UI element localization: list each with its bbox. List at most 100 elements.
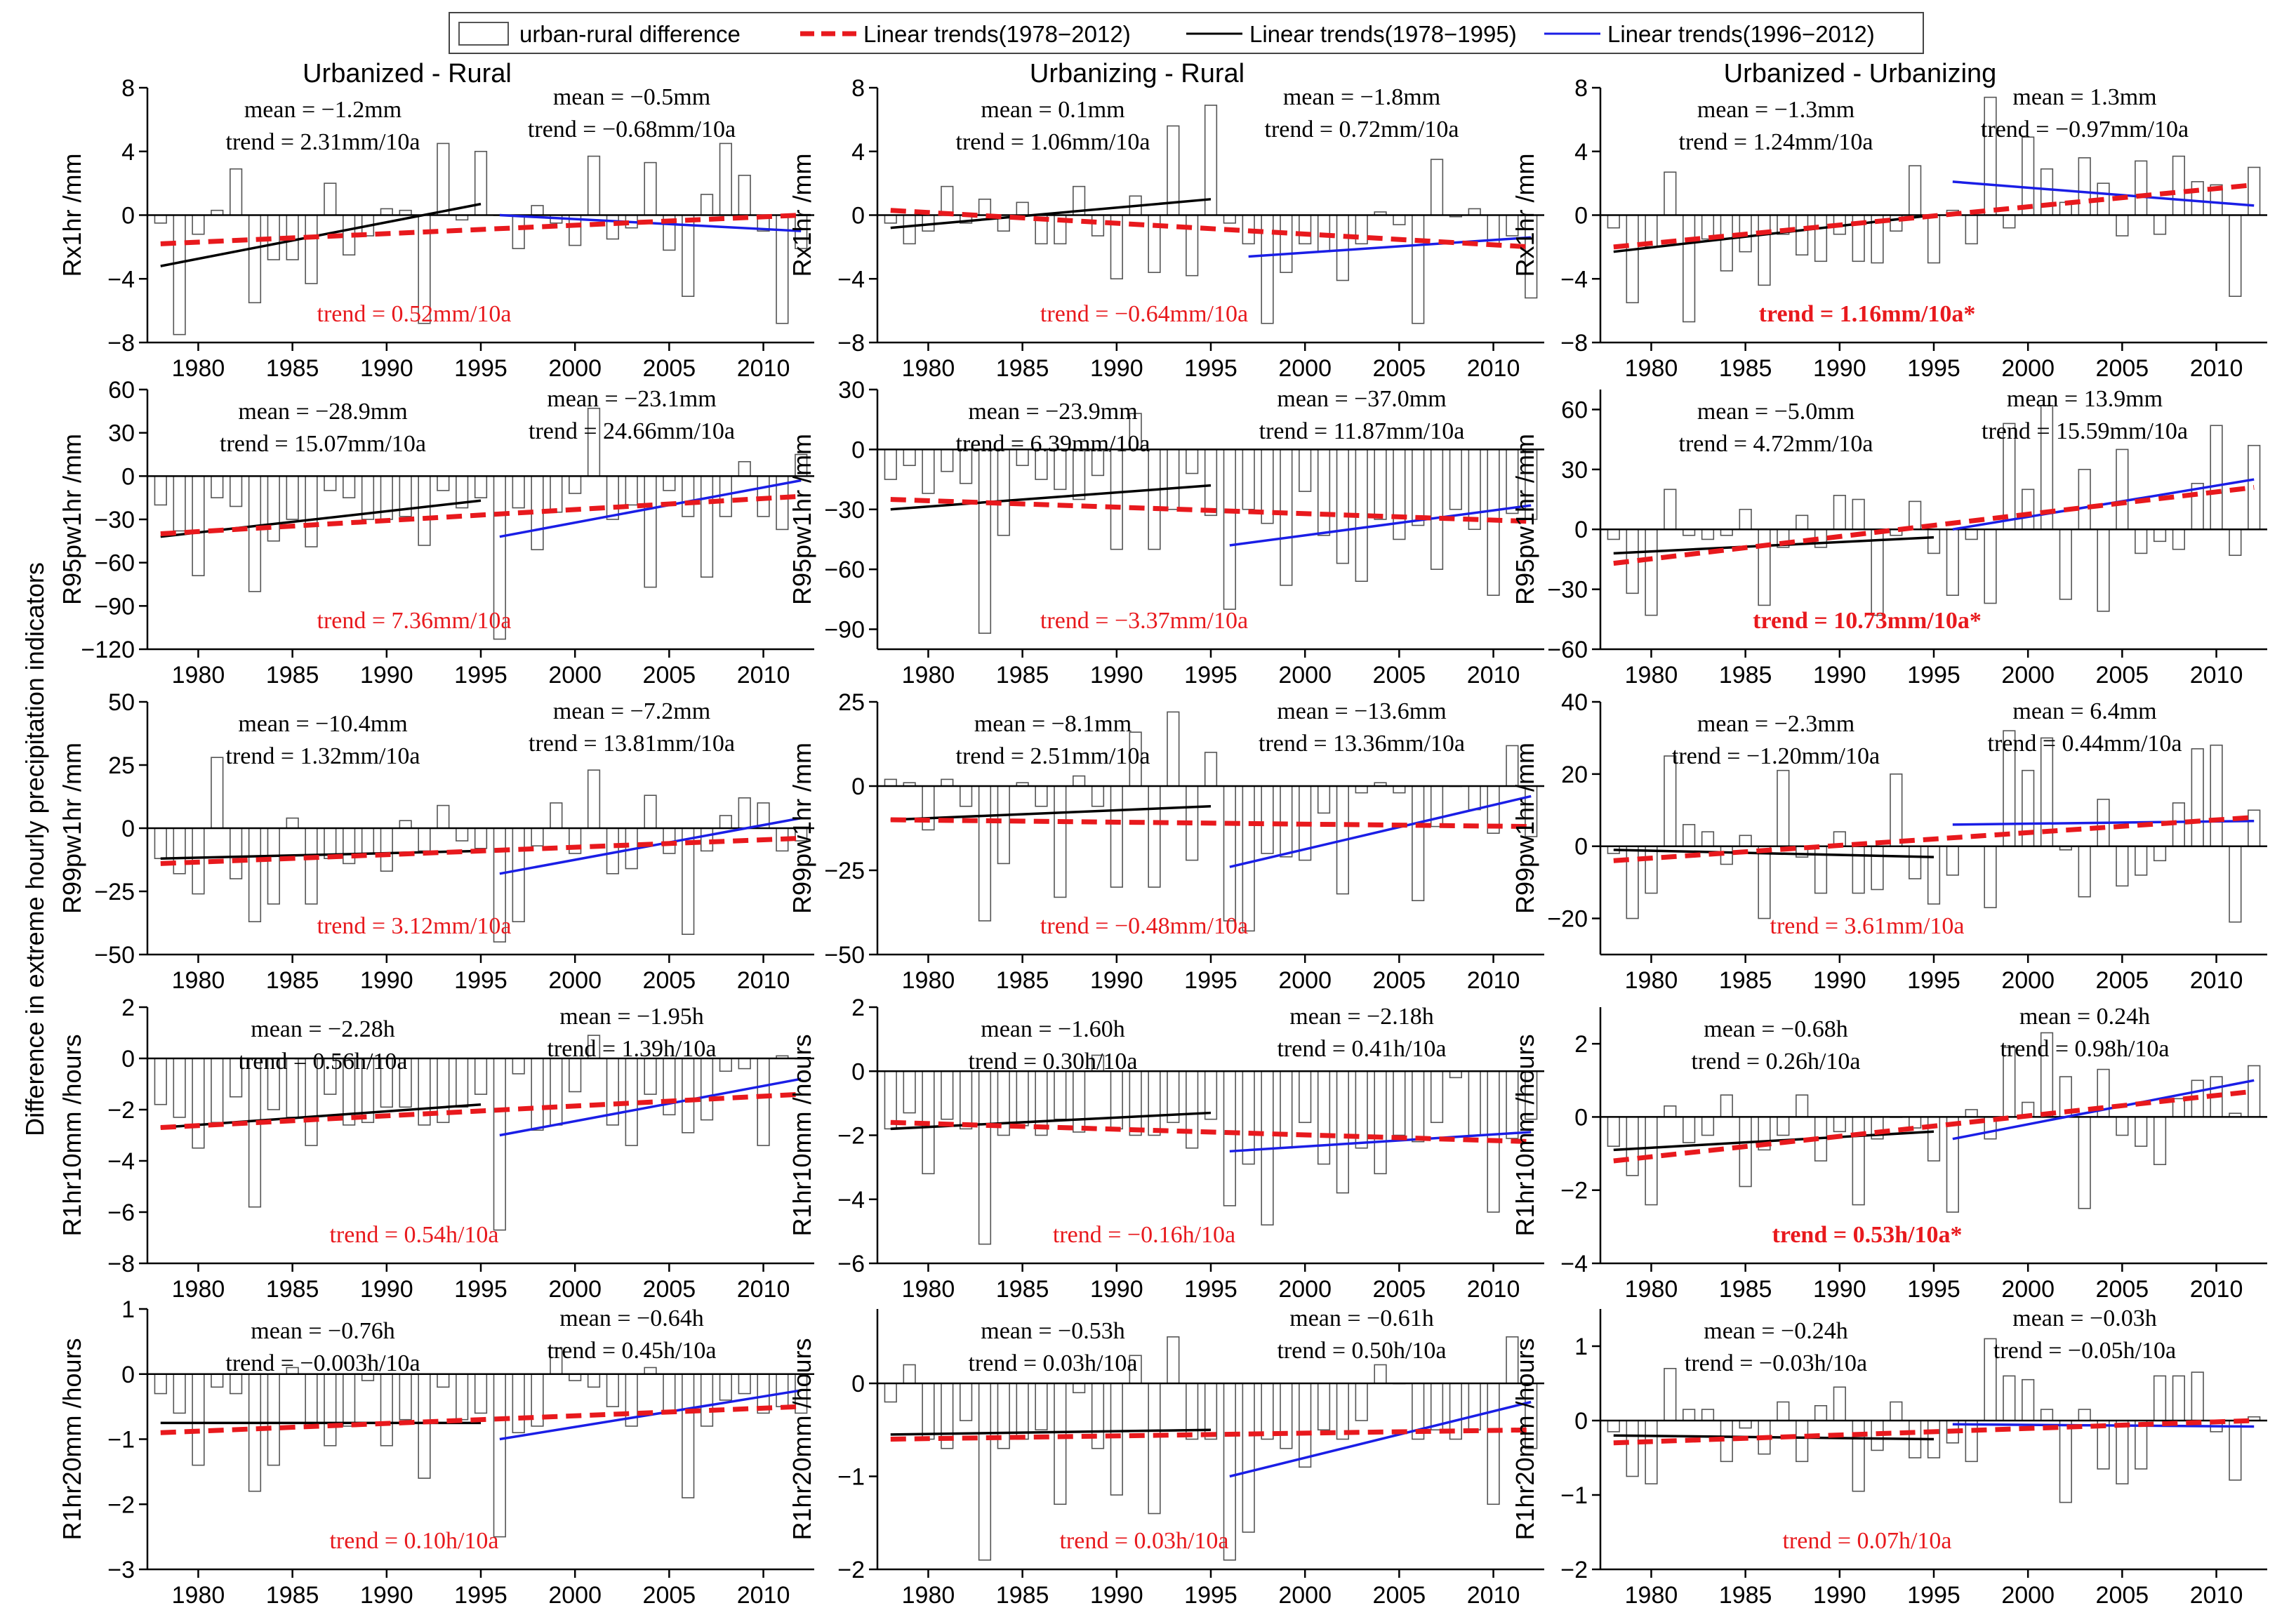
bar xyxy=(978,448,992,634)
bar xyxy=(1299,448,1312,492)
total-trend-label: trend = 0.53h/10a* xyxy=(1772,1222,1963,1248)
x-tick-label: 1980 xyxy=(1625,1276,1678,1303)
full-trend-line xyxy=(160,1404,802,1435)
x-tick-label: 2005 xyxy=(643,967,696,994)
bar xyxy=(361,827,375,854)
bar xyxy=(2003,214,2016,229)
bar xyxy=(2022,488,2035,531)
x-tick-label: 2005 xyxy=(643,662,696,689)
row-label: R1hr10mm /hours xyxy=(788,1034,816,1236)
full-trend-line xyxy=(160,493,802,537)
legend-label-0: urban-rural difference xyxy=(519,21,741,47)
full-trend-line xyxy=(890,817,1532,830)
left-mean-label: mean = −23.9mm xyxy=(968,399,1137,425)
y-tick-label: 0 xyxy=(1574,203,1588,230)
column-title: Urbanized - Rural xyxy=(303,59,512,88)
row-label: R95pw1hr /mm xyxy=(788,434,816,605)
full-trend-line xyxy=(160,1091,802,1131)
bar xyxy=(1054,785,1067,898)
y-tick-label: −90 xyxy=(94,593,135,620)
y-tick-label: −30 xyxy=(94,507,135,533)
panel-r3-c1: −6 −4 −2 0 2 1980 1985 1990 1995 2000 2005 2010 mean… xyxy=(788,995,1544,1303)
y-tick-label: 60 xyxy=(108,377,135,404)
bar xyxy=(1317,448,1331,536)
bar xyxy=(380,1373,393,1447)
y-tick-label: −4 xyxy=(107,266,135,293)
y-tick-label: −2 xyxy=(837,1123,865,1150)
y-tick-label: 40 xyxy=(1561,689,1588,716)
bar xyxy=(437,1373,450,1388)
panel-r3-c2: −4 −2 0 2 1980 1985 1990 1995 2000 2005 2010 mean =… xyxy=(1511,1004,2267,1303)
bar xyxy=(922,448,935,494)
early-trend-line xyxy=(890,1111,1212,1131)
y-tick-label: 30 xyxy=(838,377,865,404)
bar xyxy=(474,1373,488,1414)
full-trend-line xyxy=(890,497,1532,524)
bar xyxy=(2172,1375,2185,1421)
bar xyxy=(1984,96,1997,216)
bar xyxy=(1110,1383,1123,1496)
right-trend-label: trend = 0.44mm/10a xyxy=(1988,731,2182,757)
bar xyxy=(1683,824,1696,847)
total-trend-label: trend = 1.16mm/10a* xyxy=(1759,301,1976,327)
bar xyxy=(456,1058,469,1108)
legend: urban-rural difference Linear trends(1978… xyxy=(449,12,1924,54)
panel-r4-c0: −3 −2 −1 0 1 1980 1985 1990 1995 2000 2005 2010 mean… xyxy=(58,1296,814,1609)
x-tick-label: 1985 xyxy=(266,967,319,994)
bar xyxy=(1852,498,1865,531)
bar xyxy=(437,142,450,216)
early-trend-line xyxy=(890,484,1212,511)
bar xyxy=(2248,166,2261,216)
y-tick-label: −2 xyxy=(1560,1557,1588,1583)
right-mean-label: mean = −23.1mm xyxy=(547,386,716,412)
late-trend-line xyxy=(499,1077,802,1137)
right-trend-label: trend = 11.87mm/10a xyxy=(1259,418,1465,444)
y-tick-label: −50 xyxy=(94,942,135,969)
total-trend-label: trend = 0.10h/10a xyxy=(329,1528,498,1554)
y-tick-label: 0 xyxy=(1574,834,1588,860)
bar xyxy=(1374,448,1387,520)
y-tick-label: −3 xyxy=(107,1557,135,1583)
x-tick-label: 1990 xyxy=(360,662,413,689)
y-tick-label: −1 xyxy=(1560,1482,1588,1509)
bar xyxy=(1167,711,1180,787)
right-mean-label: mean = −37.0mm xyxy=(1277,386,1446,412)
y-tick-label: −2 xyxy=(107,1491,135,1518)
bar xyxy=(700,475,714,578)
bar xyxy=(305,214,318,284)
bar xyxy=(1148,1070,1161,1136)
bar xyxy=(1073,1070,1086,1133)
bar xyxy=(776,1373,789,1407)
bar xyxy=(1683,1116,1696,1143)
right-mean-label: mean = −13.6mm xyxy=(1277,698,1446,724)
bar xyxy=(2116,448,2129,531)
bar xyxy=(1129,1070,1142,1136)
bar xyxy=(380,827,393,872)
bar xyxy=(644,475,657,588)
bar xyxy=(625,475,638,506)
x-tick-label: 1985 xyxy=(996,662,1049,689)
bar xyxy=(1946,1116,1959,1213)
bar xyxy=(978,1070,992,1245)
bar xyxy=(1701,831,1715,847)
total-trend-label: trend = −3.37mm/10a xyxy=(1040,608,1248,634)
bar xyxy=(1299,1383,1312,1468)
bar xyxy=(1833,495,1846,531)
y-tick-label: −4 xyxy=(837,1187,865,1214)
bar xyxy=(1645,1116,1658,1206)
right-trend-label: trend = 0.41h/10a xyxy=(1277,1036,1446,1062)
early-trend-line xyxy=(890,198,1212,230)
bar xyxy=(2210,425,2223,531)
bar xyxy=(1984,845,1997,908)
bar xyxy=(1701,1409,1715,1421)
bar xyxy=(2116,1116,2129,1136)
bar xyxy=(1833,1386,1846,1421)
bar xyxy=(1626,1116,1639,1176)
x-tick-label: 2000 xyxy=(1278,1276,1332,1303)
y-tick-label: −60 xyxy=(824,557,865,583)
bar xyxy=(719,1373,732,1401)
row-label: R1hr20mm /hours xyxy=(58,1338,86,1540)
bar xyxy=(1890,773,1903,847)
bar xyxy=(2229,845,2242,923)
panel-r0-c0: −8 −4 0 4 8 1980 1985 1990 1995 2000 2005 2010 mean … xyxy=(58,59,814,382)
